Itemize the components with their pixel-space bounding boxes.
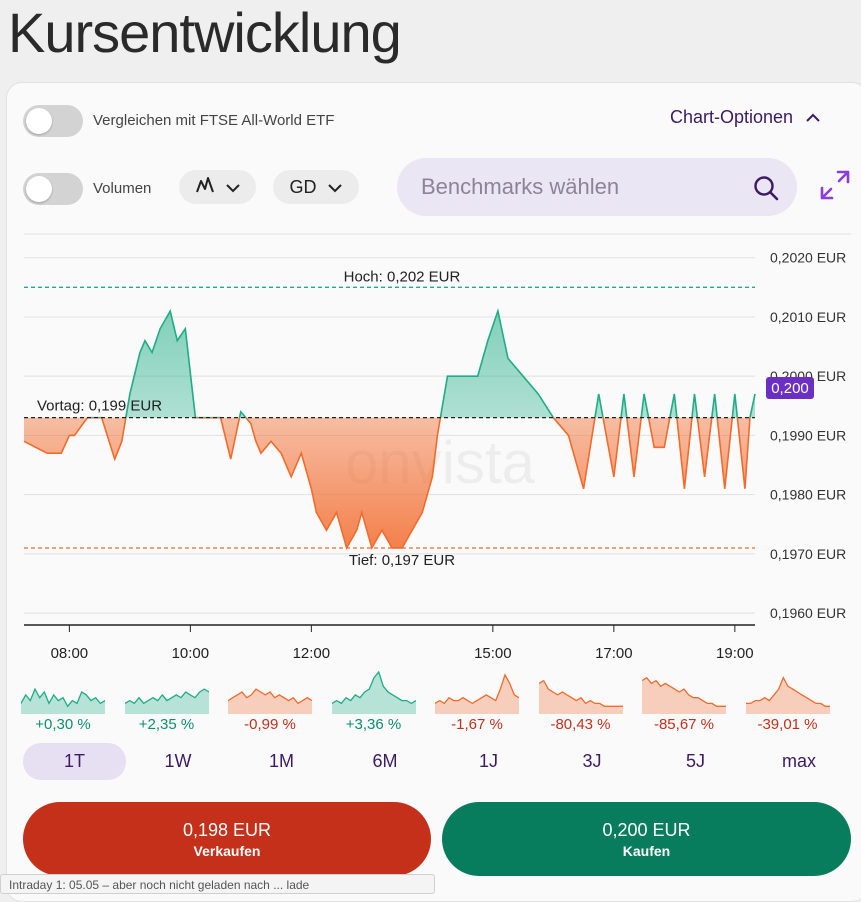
sparkline <box>228 688 312 714</box>
mini-chart-change: -85,67 % <box>653 716 715 733</box>
period-tab-1m[interactable]: 1M <box>268 751 294 771</box>
svg-text:0,200: 0,200 <box>771 380 809 397</box>
mini-chart-change: +0,30 % <box>35 716 91 733</box>
sparkline <box>331 670 416 714</box>
buy-button[interactable]: 0,200 EUR Kaufen <box>442 802 851 876</box>
prev-close-label: Vortag: 0,199 EUR <box>37 398 162 415</box>
x-tick-label: 08:00 <box>51 645 89 662</box>
compare-toggle[interactable] <box>23 105 83 137</box>
current-price-badge: 0,200 <box>766 377 814 400</box>
mini-chart-change: -39,01 % <box>757 716 818 733</box>
area-below-prev-close <box>24 417 755 548</box>
period-tab-3j[interactable]: 3J <box>582 751 602 771</box>
page-title: Kursentwicklung <box>8 1 402 64</box>
sparkline <box>21 687 105 714</box>
mini-chart-6m[interactable]: +3,36 % <box>329 668 419 738</box>
price-line-down <box>23 417 751 551</box>
benchmark-search[interactable] <box>397 158 797 216</box>
sparkline <box>642 676 726 714</box>
chart-options-toggle[interactable]: Chart-Optionen <box>670 107 821 128</box>
sparkline-area <box>745 677 830 714</box>
benchmark-search-input[interactable] <box>421 172 741 202</box>
mini-chart-1j[interactable]: -1,67 % <box>432 668 522 738</box>
mini-chart-change: +2,35 % <box>138 716 195 733</box>
price-chart-card <box>6 82 861 902</box>
expand-icon[interactable] <box>818 168 852 207</box>
y-tick-label: 0,2020 EUR <box>770 250 846 266</box>
period-tab-1j[interactable]: 1J <box>478 751 498 771</box>
mini-chart-1w[interactable]: +2,35 % <box>122 668 212 738</box>
chart-type-select[interactable] <box>179 170 256 204</box>
mini-chart-change: -0,99 % <box>244 716 296 733</box>
sparkline <box>745 676 830 714</box>
chevron-up-icon <box>805 107 821 128</box>
sparkline-area <box>331 672 416 714</box>
chevron-down-icon <box>225 177 241 198</box>
sell-label: Verkaufen <box>193 843 261 859</box>
sparkline <box>124 688 209 714</box>
period-tab-5j[interactable]: 5J <box>685 751 705 771</box>
sparkline-area <box>435 674 519 714</box>
mini-chart-change: -80,43 % <box>550 716 611 733</box>
mini-chart-max[interactable]: -39,01 % <box>743 668 833 738</box>
buy-label: Kaufen <box>622 843 671 859</box>
sparkline-line <box>435 673 519 705</box>
sparkline <box>538 679 623 714</box>
y-tick-label: 0,1970 EUR <box>770 546 846 562</box>
sparkline <box>435 673 519 714</box>
toggle-knob <box>26 176 52 202</box>
sparkline-area <box>642 677 726 714</box>
x-tick-label: 15:00 <box>474 645 512 662</box>
x-tick-label: 10:00 <box>172 645 210 662</box>
volume-label: Volumen <box>93 180 152 197</box>
line-chart-icon <box>195 176 215 199</box>
sparkline-line <box>745 676 830 707</box>
indicator-label: GD <box>289 176 317 197</box>
mini-chart-1t[interactable]: +0,30 % <box>18 668 108 738</box>
high-label: Hoch: 0,202 EUR <box>344 268 461 285</box>
y-tick-label: 0,2010 EUR <box>770 309 846 325</box>
mini-chart-5j[interactable]: -85,67 % <box>639 668 729 738</box>
sparkline-area <box>538 680 623 714</box>
chevron-down-icon <box>327 177 343 198</box>
sparkline-line <box>331 670 416 705</box>
y-tick-label: 0,1980 EUR <box>770 487 846 503</box>
chart-options-label: Chart-Optionen <box>670 107 794 127</box>
period-tab-6m[interactable]: 6M <box>372 751 398 771</box>
sell-button[interactable]: 0,198 EUR Verkaufen <box>23 802 431 876</box>
x-tick-label: 17:00 <box>595 645 633 662</box>
price-line-up <box>86 308 756 418</box>
period-tab-1t[interactable]: 1T <box>23 743 126 780</box>
area-above-prev-close <box>125 311 755 418</box>
buy-price: 0,200 EUR <box>602 820 691 840</box>
low-label: Tief: 0,197 EUR <box>349 552 455 569</box>
volume-toggle[interactable] <box>23 173 83 205</box>
mini-chart-1m[interactable]: -0,99 % <box>225 668 315 738</box>
sparkline-area <box>228 689 312 714</box>
tooltip: Intraday 1: 05.05 – aber noch nicht gela… <box>0 874 435 894</box>
period-tab-max[interactable]: max <box>781 751 816 771</box>
price-chart[interactable]: onvista Hoch: 0,202 EUR Tief: 0,197 EUR … <box>0 0 861 670</box>
search-icon[interactable] <box>752 174 780 207</box>
mini-chart-change: +3,36 % <box>345 716 402 733</box>
indicator-select[interactable]: GD <box>273 170 359 204</box>
x-tick-label: 12:00 <box>293 645 331 662</box>
mini-chart-3j[interactable]: -80,43 % <box>536 668 626 738</box>
sparkline-area <box>124 689 209 714</box>
sparkline-line <box>21 687 105 708</box>
sparkline-line <box>228 688 312 705</box>
sell-price: 0,198 EUR <box>182 820 272 840</box>
toggle-knob <box>26 108 52 134</box>
y-tick-label: 0,1990 EUR <box>770 427 846 443</box>
y-tick-label: 0,1960 EUR <box>770 605 846 621</box>
compare-label: Vergleichen mit FTSE All-World ETF <box>93 112 335 129</box>
period-tab-1w[interactable]: 1W <box>164 751 192 771</box>
sparkline-line <box>538 679 623 707</box>
mini-chart-change: -1,67 % <box>451 716 503 733</box>
sparkline-line <box>124 688 209 705</box>
x-tick-label: 19:00 <box>716 645 754 662</box>
sparkline-line <box>642 676 726 707</box>
